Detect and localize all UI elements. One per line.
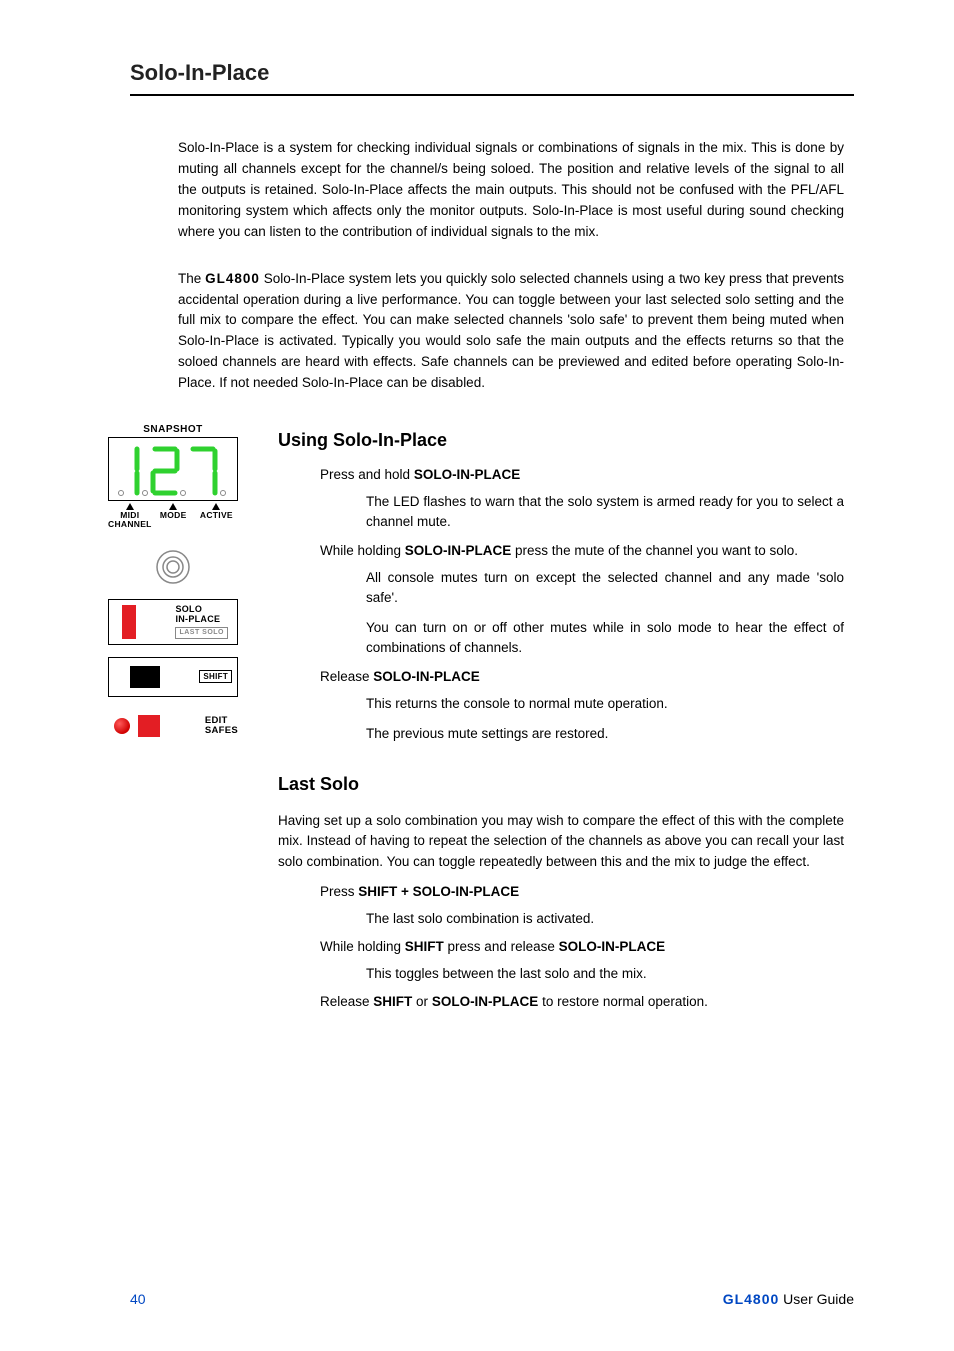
shift-button-box: SHIFT: [108, 657, 238, 697]
text: press and release: [444, 939, 559, 954]
text: to restore normal operation.: [538, 994, 708, 1009]
using-step-3-sub2: The previous mute settings are restored.: [366, 724, 844, 744]
using-step-3-sub1: This returns the console to normal mute …: [366, 694, 844, 714]
solo-in-place-button-box: SOLO IN-PLACE LAST SOLO: [108, 599, 238, 645]
para2-pre: The: [178, 271, 205, 286]
lastsolo-step-2: While holding SHIFT press and release SO…: [320, 939, 844, 954]
text-bold: SOLO-IN-PLACE: [414, 467, 521, 482]
text-bold: SOLO-IN-PLACE: [373, 669, 480, 684]
text: Press: [320, 884, 358, 899]
footer-guide: User Guide: [779, 1291, 854, 1307]
seven-seg-display: [113, 443, 233, 499]
shift-label: SHIFT: [199, 670, 232, 683]
edit-safes-row: EDIT SAFES: [108, 715, 238, 737]
using-step-2: While holding SOLO-IN-PLACE press the mu…: [320, 543, 844, 558]
lastsolo-step-1-sub: The last solo combination is activated.: [366, 909, 844, 929]
last-solo-indicator: LAST SOLO: [175, 627, 228, 639]
footer-right: GL4800 User Guide: [723, 1291, 854, 1307]
arrow-up-icon: [169, 503, 177, 510]
gl4800-inline: GL4800: [205, 271, 260, 286]
using-step-2-sub2: You can turn on or off other mutes while…: [366, 618, 844, 659]
lastsolo-step-3: Release SHIFT or SOLO-IN-PLACE to restor…: [320, 994, 844, 1009]
using-step-1-sub: The LED flashes to warn that the solo sy…: [366, 492, 844, 533]
solo-label-2: IN-PLACE: [175, 615, 228, 625]
lastsolo-step-2-sub: This toggles between the last solo and t…: [366, 964, 844, 984]
para2-post: Solo-In-Place system lets you quickly so…: [178, 271, 844, 391]
text-bold: SHIFT: [373, 994, 412, 1009]
footer-brand: GL4800: [723, 1291, 780, 1307]
arrow-up-icon: [126, 503, 134, 510]
text: press the mute of the channel you want t…: [511, 543, 798, 558]
midi-channel-label: MIDICHANNEL: [108, 511, 152, 529]
arrow-row: [108, 503, 238, 510]
edit-safes-button-icon: [138, 715, 160, 737]
using-step-3: Release SOLO-IN-PLACE: [320, 669, 844, 684]
mode-label: MODE: [152, 511, 195, 529]
text-bold: SOLO-IN-PLACE: [432, 994, 539, 1009]
display-label-row: MIDICHANNEL MODE ACTIVE: [108, 511, 238, 529]
snapshot-label: SNAPSHOT: [108, 424, 238, 435]
using-step-2-sub1: All console mutes turn on except the sel…: [366, 568, 844, 609]
text: While holding: [320, 939, 405, 954]
text: While holding: [320, 543, 405, 558]
intro-paragraph-1: Solo-In-Place is a system for checking i…: [178, 138, 844, 243]
text-bold: SHIFT + SOLO-IN-PLACE: [358, 884, 519, 899]
panel-diagram: SNAPSHOT: [108, 424, 238, 1019]
lastsolo-heading: Last Solo: [278, 774, 854, 795]
intro-paragraph-2: The GL4800 Solo-In-Place system lets you…: [178, 269, 844, 395]
safes-label: SAFES: [205, 726, 238, 736]
solo-button-icon: [122, 605, 136, 639]
shift-button-icon: [130, 666, 160, 688]
page-footer: 40 GL4800 User Guide: [130, 1291, 854, 1307]
page-title: Solo-In-Place: [130, 60, 854, 96]
knob-wrap: [108, 549, 238, 585]
active-label: ACTIVE: [195, 511, 238, 529]
text-bold: SOLO-IN-PLACE: [405, 543, 512, 558]
text-bold: SHIFT: [405, 939, 444, 954]
lastsolo-intro: Having set up a solo combination you may…: [278, 811, 844, 872]
arrow-up-icon: [212, 503, 220, 510]
using-step-1: Press and hold SOLO-IN-PLACE: [320, 467, 844, 482]
text: Release: [320, 994, 373, 1009]
lastsolo-step-1: Press SHIFT + SOLO-IN-PLACE: [320, 884, 844, 899]
text: Release: [320, 669, 373, 684]
rotary-knob-icon: [155, 549, 191, 585]
using-heading: Using Solo-In-Place: [278, 430, 854, 451]
led-icon: [114, 718, 130, 734]
snapshot-display: [108, 437, 238, 501]
text: or: [412, 994, 432, 1009]
page-number: 40: [130, 1291, 146, 1307]
text-bold: SOLO-IN-PLACE: [559, 939, 666, 954]
text: Press and hold: [320, 467, 414, 482]
